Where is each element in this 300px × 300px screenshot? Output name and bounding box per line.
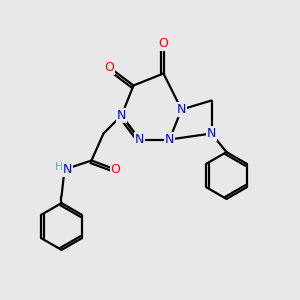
Text: O: O [111,163,120,176]
Text: N: N [165,133,174,146]
Text: H: H [55,162,63,172]
Text: N: N [135,133,144,146]
Text: N: N [177,103,186,116]
Text: N: N [207,127,216,140]
Text: N: N [63,163,72,176]
Text: O: O [105,61,114,74]
Text: O: O [159,37,168,50]
Text: N: N [117,109,126,122]
